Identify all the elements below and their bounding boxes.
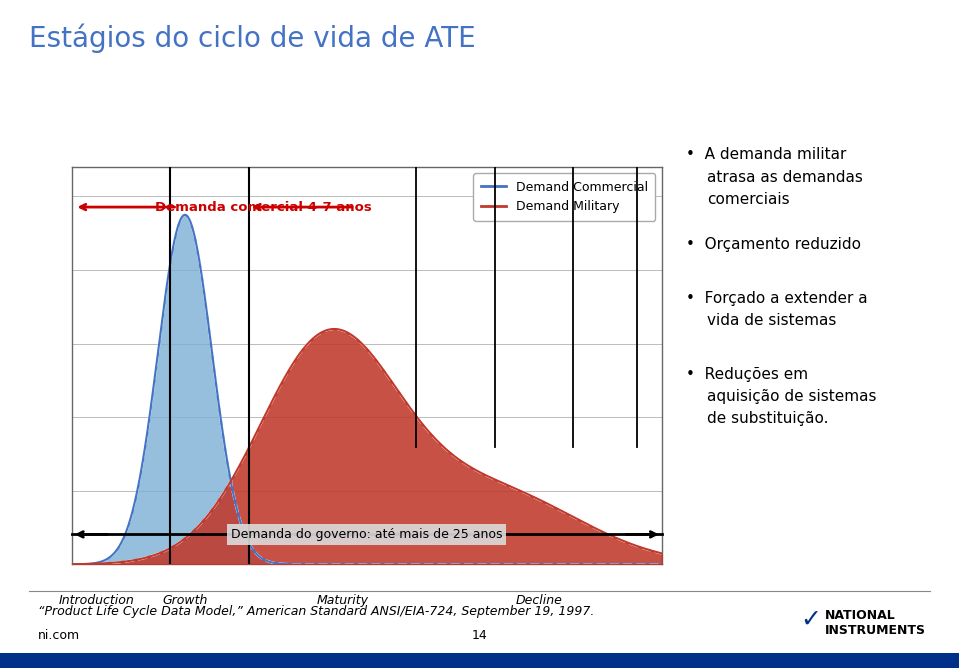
Text: NATIONAL
INSTRUMENTS: NATIONAL INSTRUMENTS xyxy=(825,609,925,637)
Text: •  A demanda militar: • A demanda militar xyxy=(686,147,846,162)
Text: 14: 14 xyxy=(472,629,487,642)
Text: •  Reduções em: • Reduções em xyxy=(686,367,807,382)
Text: Decline: Decline xyxy=(515,594,562,607)
Text: Introduction: Introduction xyxy=(58,594,134,607)
Text: •  Orçamento reduzido: • Orçamento reduzido xyxy=(686,237,860,252)
Text: “Product Life Cycle Data Model,” American Standard ANSI/EIA-724, September 19, 1: “Product Life Cycle Data Model,” America… xyxy=(38,605,595,618)
Text: vida de sistemas: vida de sistemas xyxy=(707,313,836,327)
Bar xyxy=(0,653,959,668)
Text: Estágios do ciclo de vida de ATE: Estágios do ciclo de vida de ATE xyxy=(29,23,476,53)
Text: ✓: ✓ xyxy=(800,607,821,631)
Text: aquisição de sistemas: aquisição de sistemas xyxy=(707,389,877,404)
Text: comerciais: comerciais xyxy=(707,192,789,207)
Text: Demanda do governo: até mais de 25 anos: Demanda do governo: até mais de 25 anos xyxy=(231,528,503,541)
Text: Demanda comercial 4-7 anos: Demanda comercial 4-7 anos xyxy=(155,200,372,214)
Text: de substituição.: de substituição. xyxy=(707,411,829,426)
Text: Growth: Growth xyxy=(162,594,208,607)
Text: atrasa as demandas: atrasa as demandas xyxy=(707,170,863,185)
Text: Maturity: Maturity xyxy=(316,594,368,607)
Text: ni.com: ni.com xyxy=(38,629,81,642)
Legend: Demand Commercial, Demand Military: Demand Commercial, Demand Military xyxy=(474,173,655,220)
Text: •  Forçado a extender a: • Forçado a extender a xyxy=(686,291,867,305)
